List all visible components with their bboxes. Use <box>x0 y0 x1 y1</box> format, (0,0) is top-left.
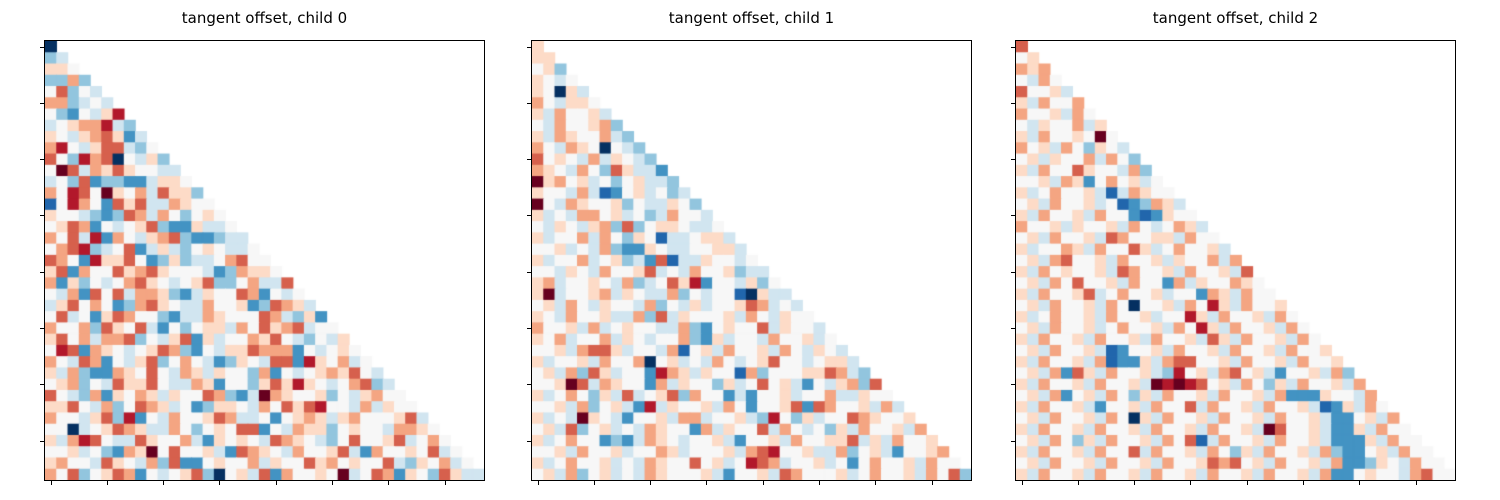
x-tick <box>819 481 821 485</box>
panel-title-child-0: tangent offset, child 0 <box>181 9 348 27</box>
x-tick <box>762 481 764 485</box>
x-tick <box>650 481 652 485</box>
x-tick <box>706 481 708 485</box>
x-tick <box>931 481 933 485</box>
y-tick <box>527 215 531 217</box>
y-tick <box>1011 271 1015 273</box>
y-tick <box>527 159 531 161</box>
panel-child-0: tangent offset, child 0 <box>40 0 485 500</box>
x-tick <box>1415 481 1417 485</box>
y-tick <box>527 440 531 442</box>
x-tick <box>444 481 446 485</box>
x-tick <box>537 481 539 485</box>
y-tick <box>527 46 531 48</box>
panel-title-child-2: tangent offset, child 2 <box>1152 9 1319 27</box>
y-tick <box>40 46 44 48</box>
x-tick <box>1190 481 1192 485</box>
y-tick <box>40 102 44 104</box>
y-tick <box>1011 215 1015 217</box>
y-tick <box>527 271 531 273</box>
x-tick <box>1246 481 1248 485</box>
x-tick <box>50 481 52 485</box>
y-tick <box>40 215 44 217</box>
y-tick <box>40 159 44 161</box>
y-tick <box>40 271 44 273</box>
x-tick <box>875 481 877 485</box>
heatmap-plot-child-2 <box>1011 40 1456 485</box>
heatmap-canvas-child-1 <box>532 41 971 480</box>
panel-title-child-1: tangent offset, child 1 <box>668 9 835 27</box>
x-tick <box>1021 481 1023 485</box>
y-tick <box>1011 328 1015 330</box>
y-tick <box>1011 46 1015 48</box>
y-tick <box>527 384 531 386</box>
heatmap-plot-child-0 <box>40 40 485 485</box>
x-tick <box>593 481 595 485</box>
x-tick <box>1077 481 1079 485</box>
x-tick <box>332 481 334 485</box>
x-tick <box>1359 481 1361 485</box>
heatmap-canvas-child-0 <box>45 41 484 480</box>
x-tick <box>219 481 221 485</box>
y-tick <box>527 102 531 104</box>
y-tick <box>40 440 44 442</box>
panel-child-2: tangent offset, child 2 <box>1011 0 1456 500</box>
x-tick <box>1303 481 1305 485</box>
y-tick <box>1011 384 1015 386</box>
panel-child-1: tangent offset, child 1 <box>527 0 972 500</box>
y-tick <box>1011 102 1015 104</box>
x-tick <box>388 481 390 485</box>
x-tick <box>163 481 165 485</box>
heatmap-canvas-child-2 <box>1016 41 1455 480</box>
x-tick <box>106 481 108 485</box>
x-tick <box>1134 481 1136 485</box>
x-tick <box>275 481 277 485</box>
y-tick <box>1011 440 1015 442</box>
y-tick <box>527 328 531 330</box>
y-tick <box>1011 159 1015 161</box>
y-tick <box>40 384 44 386</box>
heatmap-plot-child-1 <box>527 40 972 485</box>
y-tick <box>40 328 44 330</box>
